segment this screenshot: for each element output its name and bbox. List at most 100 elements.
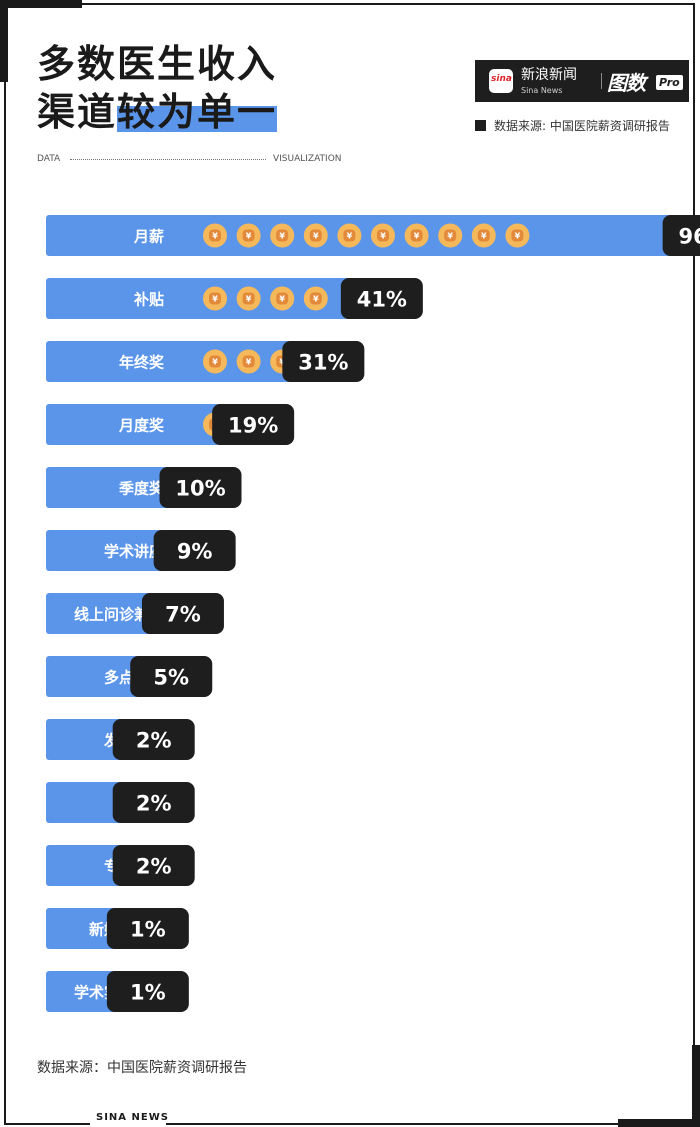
frame-right (693, 3, 695, 1124)
bar-row: 发表论文2% (46, 719, 195, 760)
category-label: 月薪 (133, 228, 164, 246)
frame-top (4, 3, 695, 5)
coin-currency-symbol: ¥ (347, 232, 353, 241)
sina-logo-icon: sina (489, 69, 513, 93)
value-box (159, 467, 242, 508)
money-bag-coin-icon: ¥ (471, 223, 496, 248)
bar-row: 线上问诊兼职 7% (46, 593, 224, 634)
money-bag-coin-icon: ¥ (303, 286, 328, 311)
value-box (340, 278, 423, 319)
coin-bag (511, 229, 524, 242)
bar (46, 467, 174, 508)
bar-row: 专家课题2% (46, 845, 195, 886)
coin-currency-symbol: ¥ (246, 232, 252, 241)
bar (46, 530, 168, 571)
coin-bag (276, 292, 289, 305)
coin-currency-symbol: ¥ (481, 232, 487, 241)
money-bag-coin-icon: ¥ (404, 223, 429, 248)
category-label: 学术讲座 (104, 543, 164, 561)
brand-name-en: Sina News (521, 86, 563, 95)
frame-left (4, 3, 6, 1124)
coin-bag (309, 292, 322, 305)
value-label: 10% (175, 477, 225, 501)
divider-right-label: VISUALIZATION (273, 154, 342, 164)
value-label: 1% (130, 981, 166, 1005)
bar-row: ¥ ¥ ¥ ¥ ¥ ¥ ¥ ¥ ¥ ¥ 月薪 96% (46, 215, 700, 256)
value-label: 2% (136, 729, 172, 753)
value-box (106, 908, 189, 949)
bar (46, 719, 127, 760)
source-top: 数据来源: 中国医院薪资调研报告 (475, 118, 670, 134)
coin-bag (209, 355, 221, 368)
coin-bag (209, 292, 221, 305)
category-label: 年终奖 (119, 354, 165, 372)
frame-bottom-right (166, 1123, 695, 1125)
money-bag-coin-icon: ¥ (303, 223, 328, 248)
title-highlight: 较为单一 (117, 88, 278, 136)
value-box (662, 215, 700, 256)
source-bottom: 数据来源：中国医院薪资调研报告 (37, 1060, 247, 1076)
page-title: 多数医生收入 渠道 较为单一 (37, 40, 278, 136)
coin-currency-symbol: ¥ (212, 232, 218, 241)
bar (46, 656, 145, 697)
coin-currency-symbol: ¥ (313, 232, 319, 241)
money-bag-coin-icon: ¥ (337, 223, 362, 248)
coin-bag (276, 229, 289, 242)
category-label: 线上问诊兼职 (74, 606, 164, 624)
value-box (153, 530, 236, 571)
value-label: 2% (136, 855, 172, 879)
coin-bag (242, 355, 255, 368)
frame-bottom-left (4, 1123, 90, 1125)
brand-name: 新浪新闻 (521, 67, 577, 83)
bar-row: 新媒体兼职1% (46, 908, 189, 949)
money-bag-coin-icon: ¥ (270, 286, 295, 311)
coin-bag (410, 229, 423, 242)
coin-currency-symbol: ¥ (246, 295, 252, 304)
coin-bag (242, 229, 255, 242)
coin-bag (477, 229, 490, 242)
bar-row: 季度奖 10% (46, 467, 242, 508)
bar-row: 多点执业5% (46, 656, 213, 697)
value-box (212, 404, 295, 445)
coin-bag (377, 229, 389, 242)
value-box (112, 719, 195, 760)
coin-currency-symbol: ¥ (515, 232, 521, 241)
value-label: 1% (130, 918, 166, 942)
divider-dotted-line (70, 159, 266, 160)
value-label: 19% (228, 414, 278, 438)
money-bag-coin-icon: ¥ (236, 349, 261, 374)
coin-currency-symbol: ¥ (279, 232, 285, 241)
bar-row: 其他2% (46, 782, 195, 823)
tushu-logo: 图数 (607, 71, 646, 95)
value-label: 96% (678, 225, 700, 249)
value-box (130, 656, 213, 697)
money-bag-coin-icon: ¥ (203, 286, 227, 311)
brand-logo-box: sina 新浪新闻 Sina News 图数 Pro (475, 60, 689, 102)
title-highlight-text: 较为单一 (117, 90, 278, 134)
coin-bag (209, 229, 221, 242)
corner-decoration-top-left (0, 0, 82, 8)
bar-row: ¥ ¥ ¥ ¥ 补贴 41% (46, 278, 423, 319)
corner-decoration-bottom-right-v (692, 1045, 700, 1127)
bar (46, 782, 127, 823)
coin-bag (444, 229, 457, 242)
value-label: 41% (357, 288, 407, 312)
bar (46, 971, 121, 1012)
bar-row: 学术讲座 9% (46, 530, 236, 571)
corner-decoration-bottom-right (618, 1119, 700, 1127)
bar (46, 404, 227, 445)
coin-currency-symbol: ¥ (414, 232, 420, 241)
value-box (112, 845, 195, 886)
value-label: 5% (153, 666, 189, 690)
coin-currency-symbol: ¥ (380, 232, 386, 241)
coin-currency-symbol: ¥ (246, 358, 252, 367)
bar-row: 学术实验收入1% (46, 971, 189, 1012)
money-bag-coin-icon: ¥ (236, 223, 261, 248)
title-line-1: 多数医生收入 (37, 42, 278, 86)
value-box (106, 971, 189, 1012)
money-bag-coin-icon: ¥ (203, 349, 227, 374)
sina-logo-text: sina (491, 74, 512, 84)
money-bag-coin-icon: ¥ (270, 223, 295, 248)
